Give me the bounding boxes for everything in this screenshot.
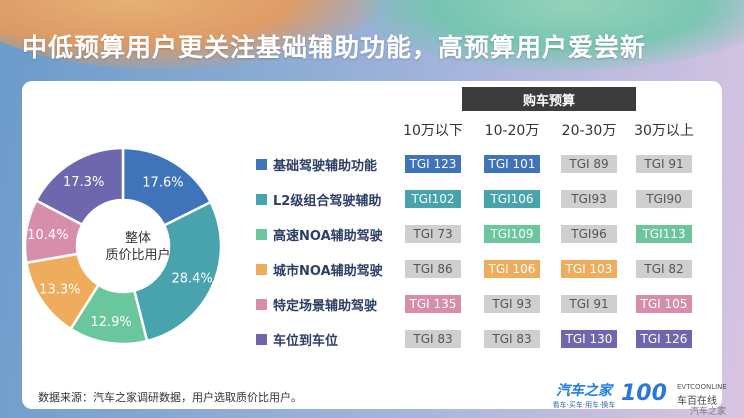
donut-slice-label-3: 12.9% — [90, 315, 131, 330]
hundred-logo: 100 — [621, 381, 667, 406]
tgi-cell: TGI93 — [561, 190, 617, 208]
donut-slice-label-6: 17.3% — [63, 175, 104, 190]
brand2-en: EVTCOONLINE — [677, 383, 727, 391]
donut-center-label: 整体 质价比用户 — [88, 230, 188, 264]
donut-center-line2: 质价比用户 — [105, 248, 171, 263]
watermark: 汽车之家 — [690, 407, 727, 417]
brand-tagline: 看车·买车·用车·换车 — [552, 401, 616, 409]
tgi-cell: TGI 91 — [636, 155, 692, 173]
tgi-cell: TGI 83 — [405, 330, 461, 348]
row-label: 特定场景辅助驾驶 — [256, 295, 377, 314]
row-label: 城市NOA辅助驾驶 — [256, 260, 383, 279]
legend-swatch — [256, 159, 267, 170]
budget-header: 购车预算 — [462, 87, 636, 111]
row-label: L2级组合驾驶辅助 — [256, 190, 381, 209]
tgi-cell: TGI 105 — [636, 295, 692, 313]
row-label: 高速NOA辅助驾驶 — [256, 225, 383, 244]
legend-swatch — [256, 194, 267, 205]
tgi-cell: TGI 130 — [561, 330, 617, 348]
column-header: 30万以上 — [634, 123, 694, 139]
source-note: 数据来源：汽车之家调研数据，用户选取质价比用户。 — [38, 391, 302, 404]
tgi-cell: TGI 103 — [561, 260, 617, 278]
content-card — [22, 81, 722, 409]
tgi-cell: TGI 93 — [484, 295, 540, 313]
brand2-cn: 车百在线 — [677, 396, 717, 407]
row-label-text: 车位到车位 — [273, 334, 339, 349]
tgi-cell: TGI102 — [405, 190, 461, 208]
row-label-text: 城市NOA辅助驾驶 — [273, 264, 383, 279]
tgi-cell: TGI109 — [484, 225, 540, 243]
legend-swatch — [256, 229, 267, 240]
page-title: 中低预算用户更关注基础辅助功能，高预算用户爱尝新 — [22, 33, 647, 62]
donut-center-line1: 整体 — [124, 231, 151, 246]
tgi-cell: TGI 82 — [636, 260, 692, 278]
tgi-cell: TGI 106 — [484, 260, 540, 278]
row-label: 基础驾驶辅助功能 — [256, 155, 377, 174]
tgi-cell: TGI 89 — [561, 155, 617, 173]
tgi-cell: TGI113 — [636, 225, 692, 243]
column-header: 10万以下 — [403, 123, 463, 139]
tgi-cell: TGI 73 — [405, 225, 461, 243]
donut-slice-label-4: 13.3% — [39, 282, 80, 297]
donut-slice-label-1: 17.6% — [142, 175, 183, 190]
tgi-cell: TGI 86 — [405, 260, 461, 278]
tgi-cell: TGI 123 — [405, 155, 461, 173]
legend-swatch — [256, 334, 267, 345]
row-label-text: 高速NOA辅助驾驶 — [273, 229, 383, 244]
legend-swatch — [256, 264, 267, 275]
tgi-cell: TGI96 — [561, 225, 617, 243]
column-header: 10-20万 — [484, 123, 540, 139]
tgi-cell: TGI106 — [484, 190, 540, 208]
tgi-cell: TGI 83 — [484, 330, 540, 348]
evtc-logo: EVTCOONLINE 车百在线 — [677, 383, 727, 407]
legend-swatch — [256, 299, 267, 310]
row-label: 车位到车位 — [256, 330, 338, 349]
tgi-cell: TGI 91 — [561, 295, 617, 313]
tgi-cell: TGI 135 — [405, 295, 461, 313]
donut-slice-label-2: 28.4% — [171, 272, 212, 287]
row-label-text: L2级组合驾驶辅助 — [273, 194, 382, 209]
tgi-cell: TGI 126 — [636, 330, 692, 348]
donut-slice-2 — [132, 200, 223, 343]
column-header: 20-30万 — [561, 123, 617, 139]
autohome-logo: 汽车之家 看车·买车·用车·换车 — [549, 380, 619, 410]
row-label-text: 基础驾驶辅助功能 — [273, 159, 378, 174]
row-label-text: 特定场景辅助驾驶 — [273, 299, 378, 314]
tgi-cell: TGI 101 — [484, 155, 540, 173]
donut-slice-6 — [34, 146, 125, 227]
tgi-cell: TGI90 — [636, 190, 692, 208]
donut-slice-label-5: 10.4% — [27, 228, 68, 243]
brand-name: 汽车之家 — [556, 383, 612, 399]
